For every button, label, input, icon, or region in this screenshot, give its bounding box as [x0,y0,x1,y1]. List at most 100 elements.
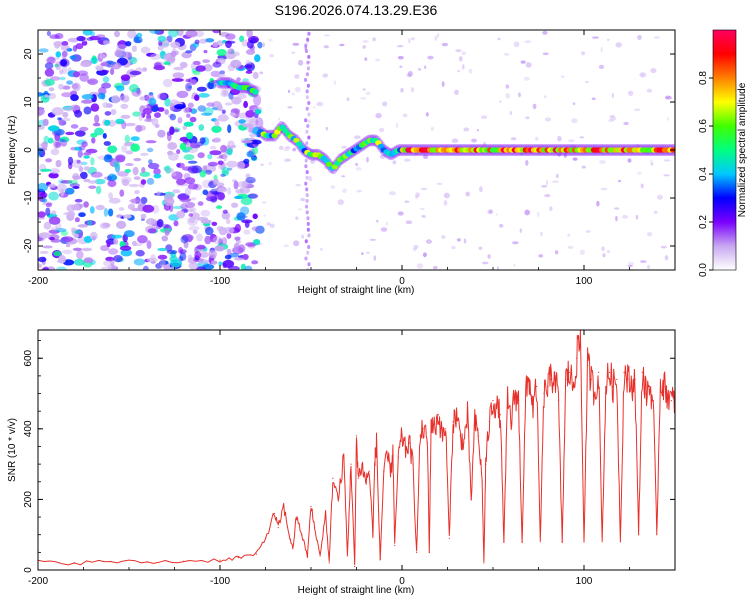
spectrogram-noise-blob [199,38,207,44]
spectrogram-noise-blob [304,181,308,186]
spectrogram-noise-blob [124,134,130,144]
spectrogram-noise-blob [214,73,226,77]
spectrogram-noise-blob [188,254,193,261]
spectrogram-noise-blob [124,122,136,127]
spectrogram-noise-blob [127,30,137,39]
spectrogram-noise-blob [221,109,226,115]
spectrogram-noise-blob [183,154,195,161]
spectrogram-noise-blob [211,125,222,133]
spectrogram-noise-blob [38,211,46,218]
spectrogram-noise-blob [184,187,192,196]
spectrogram-noise-blob [483,142,486,147]
spectrogram-noise-blob [499,224,504,228]
spectrogram-noise-blob [62,111,69,118]
spectrogram-noise-blob [197,152,205,159]
spectrogram-noise-blob [513,41,520,48]
spectrogram-noise-blob [122,178,130,187]
snr-data-point [374,463,376,465]
spectrogram-noise-blob [462,64,465,70]
spectrogram-noise-blob [196,244,206,250]
spectrogram-noise-blob [77,149,83,158]
spectrogram-noise-blob [152,204,160,214]
spectrogram-noise-blob [306,216,310,221]
spectrogram-noise-blob [111,95,121,104]
spectrogram-noise-blob [157,247,168,252]
spectrogram-noise-blob [487,254,491,259]
spectrogram-noise-blob [627,90,634,96]
spectrogram-noise-blob [179,197,192,203]
spectrogram-noise-blob [430,126,434,131]
spectrogram-noise-blob [463,238,467,244]
spectrogram-noise-blob [49,168,60,174]
spectrogram-noise-blob [184,177,196,185]
spectrogram-noise-blob [407,70,413,77]
snr-data-point [423,428,425,430]
spectrogram-noise-blob [366,156,369,163]
spectrogram-noise-blob [295,184,302,187]
snr-data-point [648,385,651,388]
spectrogram-noise-blob [465,191,471,197]
spectrogram-noise-blob [164,109,169,115]
spectrogram-noise-blob [214,245,225,252]
spectrogram-noise-blob [451,138,459,144]
spectrogram-noise-blob [100,62,109,67]
snr-data-point [459,435,461,437]
spectrogram-noise-blob [216,182,225,187]
spectrogram-noise-blob [667,116,670,121]
spectrogram-noise-blob [232,51,240,57]
spectrogram-noise-blob [133,157,142,162]
spectrogram-noise-blob [67,179,78,185]
snr-data-point [288,534,290,536]
spectrogram-noise-blob [101,82,112,89]
spectrogram-noise-blob [59,76,66,81]
snr-data-point [619,541,622,543]
spectrogram-noise-blob [310,160,316,164]
spectrogram-noise-blob [408,38,411,44]
spectrogram-noise-blob [305,72,309,77]
spectrogram-noise-blob [61,50,68,58]
spectrogram-noise-blob [147,228,157,234]
spectrogram-noise-blob [195,65,206,72]
spectrogram-noise-blob [305,187,309,192]
spectrogram-noise-blob [60,180,73,184]
spectrogram-noise-blob [71,83,79,90]
spectrogram-noise-blob [404,200,410,203]
snr-data-point [547,385,549,388]
spectrogram-noise-blob [97,92,106,100]
spectrogram-noise-blob [120,103,129,110]
spectrogram-noise-blob [185,82,193,92]
spectrogram-noise-blob [38,182,48,192]
spectrogram-noise-blob [90,171,103,178]
spectrogram-noise-blob [602,253,606,258]
snr-data-point [325,512,327,515]
spectrogram-noise-blob [245,173,251,179]
spectrogram-noise-blob [146,240,152,250]
spectrogram-noise-blob [211,221,218,226]
spectrogram-noise-blob [567,245,574,249]
spectrogram-noise-blob [581,165,586,169]
spectrogram-noise-blob [341,145,348,149]
spectrogram-noise-blob [532,103,537,110]
snr-data-point [623,371,625,373]
spectrogram-noise-blob [235,189,244,194]
spectrogram-noise-blob [441,81,445,87]
spectrogram-noise-blob [73,258,85,266]
spectrogram-noise-blob [99,69,110,74]
spectrogram-noise-blob [66,80,73,85]
spectrogram-noise-blob [169,126,175,135]
snr-data-point [565,378,567,380]
spectrogram-noise-blob [416,263,424,269]
spectrogram-noise-blob [176,178,186,186]
spectrogram-noise-blob [62,249,73,255]
spectrogram-noise-blob [341,175,346,178]
snr-data-point [466,414,469,416]
spectrogram-noise-blob [427,55,434,60]
spectrogram-noise-blob [176,162,185,169]
spectrogram-ridge-halo [255,117,264,130]
spectrogram-noise-blob [614,207,620,210]
snr-data-point [638,534,640,536]
spectrogram-noise-blob [237,244,246,253]
spectrogram-noise-blob [253,239,261,246]
spectrogram-noise-blob [83,106,92,115]
spectrogram-noise-blob [476,129,479,132]
